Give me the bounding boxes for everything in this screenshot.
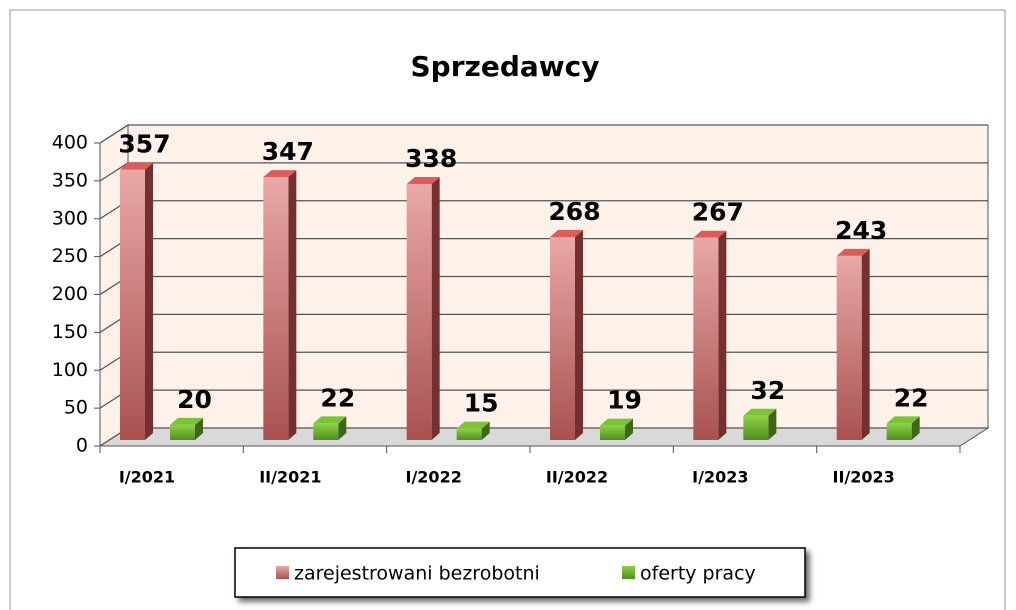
bar xyxy=(600,425,625,440)
bar xyxy=(693,237,719,440)
plot-area: 0 50 100 150 200 250 300 350 400 I/2021 357 20 II/20… xyxy=(52,124,990,487)
bar-top xyxy=(743,408,777,416)
data-label: 338 xyxy=(405,144,457,173)
legend-label: oferty pracy xyxy=(640,563,756,585)
bar-side xyxy=(911,416,920,440)
bar xyxy=(743,415,769,440)
bar-side xyxy=(195,417,203,440)
bar-side xyxy=(718,230,727,440)
bar xyxy=(263,177,289,440)
bar-top xyxy=(886,416,920,424)
y-tick-label: 350 xyxy=(52,169,88,191)
x-tick-label: I/2021 xyxy=(119,468,175,487)
bar-top xyxy=(600,418,633,426)
x-tick-label: II/2022 xyxy=(546,468,608,487)
x-tick-label: II/2023 xyxy=(833,468,895,487)
bar-top xyxy=(456,421,490,429)
x-tick-label: II/2021 xyxy=(259,468,321,487)
legend xyxy=(234,547,806,598)
legend-label: zarejestrowani bezrobotni xyxy=(294,563,540,585)
data-label: 19 xyxy=(607,386,642,415)
bar-top xyxy=(550,229,583,237)
y-tick-label: 250 xyxy=(52,245,88,267)
bar-top xyxy=(170,417,203,425)
bar-side xyxy=(575,229,583,440)
bar-side xyxy=(481,421,490,440)
bar-side xyxy=(288,170,297,440)
x-tick-label: I/2023 xyxy=(692,468,748,487)
bar-top xyxy=(693,230,727,238)
data-label: 357 xyxy=(118,130,170,159)
x-tick-label: I/2022 xyxy=(406,468,462,487)
bar xyxy=(456,428,482,440)
y-tick-label: 300 xyxy=(52,207,88,229)
bar xyxy=(550,236,575,440)
grid-line xyxy=(99,124,988,144)
bar xyxy=(120,169,145,440)
bar-top xyxy=(313,416,347,424)
bar-side xyxy=(145,162,153,440)
y-tick-label: 100 xyxy=(52,359,88,381)
data-label: 15 xyxy=(464,389,499,418)
y-tick-label: 400 xyxy=(52,132,88,154)
bar xyxy=(406,183,432,440)
bar-top xyxy=(263,170,297,178)
y-tick-label: 0 xyxy=(76,435,88,457)
bar xyxy=(313,423,339,440)
bar-top xyxy=(120,162,153,170)
data-label: 267 xyxy=(692,198,744,227)
y-tick-label: 150 xyxy=(52,321,88,343)
chart-title: Sprzedawcy xyxy=(411,50,600,83)
data-label: 268 xyxy=(548,197,600,226)
y-tick-label: 200 xyxy=(52,283,88,305)
bar xyxy=(836,255,862,440)
bar-top xyxy=(406,176,440,184)
legend-items: zarejestrowani bezrobotni oferty pracy xyxy=(276,563,756,585)
bar-side xyxy=(338,416,347,440)
data-label: 243 xyxy=(835,216,887,245)
data-label: 22 xyxy=(320,383,355,412)
y-tick-label: 50 xyxy=(64,397,88,419)
legend-swatch xyxy=(622,566,635,579)
data-label: 32 xyxy=(750,376,785,405)
bar-side xyxy=(431,176,440,440)
chart-border xyxy=(9,9,1006,610)
data-label: 20 xyxy=(177,385,212,414)
data-label: 22 xyxy=(894,383,929,412)
bar-side xyxy=(861,248,870,440)
bar-side xyxy=(768,408,777,440)
bar xyxy=(886,423,912,440)
bar xyxy=(170,424,195,440)
bar-top xyxy=(836,248,870,256)
data-label: 347 xyxy=(262,137,314,166)
bar-side xyxy=(625,418,633,440)
legend-swatch xyxy=(276,566,289,579)
